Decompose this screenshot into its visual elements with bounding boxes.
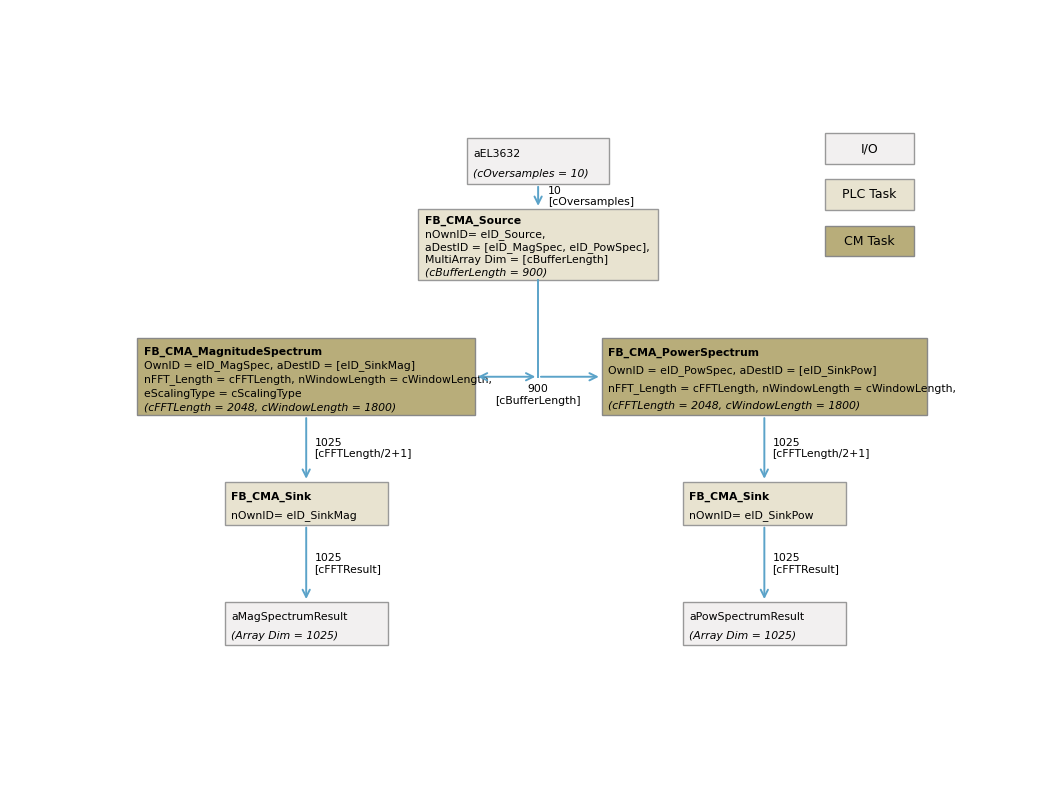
Text: 900
[cBufferLength]: 900 [cBufferLength]: [496, 384, 581, 406]
Text: FB_CMA_Sink: FB_CMA_Sink: [231, 492, 312, 502]
Text: 1025
[cFFTLength/2+1]: 1025 [cFFTLength/2+1]: [773, 437, 870, 459]
FancyBboxPatch shape: [682, 481, 845, 525]
Text: 1025
[cFFTResult]: 1025 [cFFTResult]: [314, 553, 381, 574]
FancyBboxPatch shape: [467, 138, 609, 184]
Text: aEL3632: aEL3632: [474, 149, 521, 159]
FancyBboxPatch shape: [225, 602, 387, 645]
Text: 10
[cOversamples]: 10 [cOversamples]: [548, 186, 634, 207]
Text: MultiArray Dim = [cBufferLength]: MultiArray Dim = [cBufferLength]: [424, 256, 608, 265]
Text: aMagSpectrumResult: aMagSpectrumResult: [231, 612, 348, 622]
Text: nFFT_Length = cFFTLength, nWindowLength = cWindowLength,: nFFT_Length = cFFTLength, nWindowLength …: [608, 383, 957, 394]
Text: aDestID = [eID_MagSpec, eID_PowSpec],: aDestID = [eID_MagSpec, eID_PowSpec],: [424, 242, 649, 252]
Text: CM Task: CM Task: [844, 235, 895, 248]
FancyBboxPatch shape: [602, 338, 927, 415]
Text: (Array Dim = 1025): (Array Dim = 1025): [231, 631, 338, 641]
Text: nOwnID= eID_SinkMag: nOwnID= eID_SinkMag: [231, 510, 357, 521]
Text: I/O: I/O: [860, 142, 878, 155]
Text: (Array Dim = 1025): (Array Dim = 1025): [690, 631, 797, 641]
Text: 1025
[cFFTResult]: 1025 [cFFTResult]: [773, 553, 840, 574]
Text: nOwnID= eID_SinkPow: nOwnID= eID_SinkPow: [690, 510, 814, 521]
FancyBboxPatch shape: [824, 179, 915, 210]
Text: 1025
[cFFTLength/2+1]: 1025 [cFFTLength/2+1]: [314, 437, 412, 459]
FancyBboxPatch shape: [138, 338, 475, 415]
FancyBboxPatch shape: [682, 602, 845, 645]
Text: FB_CMA_Sink: FB_CMA_Sink: [690, 492, 770, 502]
Text: nFFT_Length = cFFTLength, nWindowLength = cWindowLength,: nFFT_Length = cFFTLength, nWindowLength …: [144, 374, 491, 385]
FancyBboxPatch shape: [225, 481, 387, 525]
FancyBboxPatch shape: [418, 209, 658, 280]
Text: (cFFTLength = 2048, cWindowLength = 1800): (cFFTLength = 2048, cWindowLength = 1800…: [144, 403, 396, 413]
Text: nOwnID= eID_Source,: nOwnID= eID_Source,: [424, 229, 545, 239]
FancyBboxPatch shape: [824, 226, 915, 256]
Text: (cBufferLength = 900): (cBufferLength = 900): [424, 268, 547, 278]
Text: FB_CMA_PowerSpectrum: FB_CMA_PowerSpectrum: [608, 348, 759, 358]
Text: FB_CMA_Source: FB_CMA_Source: [424, 216, 521, 227]
Text: (cFFTLength = 2048, cWindowLength = 1800): (cFFTLength = 2048, cWindowLength = 1800…: [608, 401, 860, 412]
Text: PLC Task: PLC Task: [842, 188, 897, 201]
FancyBboxPatch shape: [824, 133, 915, 164]
Text: OwnID = eID_PowSpec, aDestID = [eID_SinkPow]: OwnID = eID_PowSpec, aDestID = [eID_Sink…: [608, 365, 877, 376]
Text: (cOversamples = 10): (cOversamples = 10): [474, 169, 589, 179]
Text: aPowSpectrumResult: aPowSpectrumResult: [690, 612, 804, 622]
Text: OwnID = eID_MagSpec, aDestID = [eID_SinkMag]: OwnID = eID_MagSpec, aDestID = [eID_Sink…: [144, 360, 415, 371]
Text: FB_CMA_MagnitudeSpectrum: FB_CMA_MagnitudeSpectrum: [144, 346, 322, 356]
Text: eScalingType = cScalingType: eScalingType = cScalingType: [144, 389, 301, 399]
